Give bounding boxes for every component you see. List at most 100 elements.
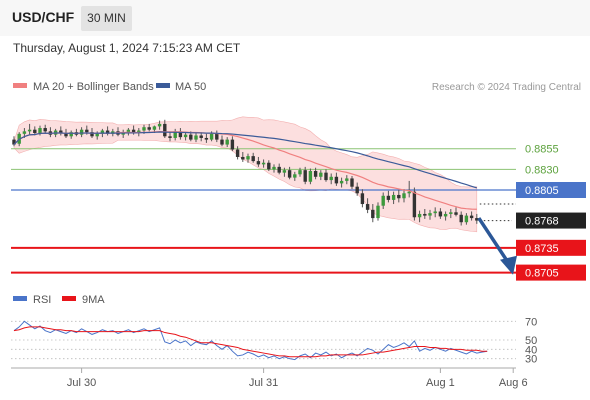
candle-body [454, 212, 458, 215]
forecast-arrow-head [500, 255, 517, 275]
candle-body [350, 178, 354, 187]
candle-body [298, 170, 302, 175]
candle-body [173, 131, 177, 138]
candle-body [142, 127, 146, 131]
candle-body [391, 194, 396, 200]
research-credit: Research © 2024 Trading Central [432, 82, 581, 93]
candle-body [459, 214, 463, 223]
rsi-level-30-label: 30 [525, 354, 537, 366]
candle-body [194, 135, 198, 140]
x-tick-jul-31-label: Jul 31 [249, 377, 278, 389]
ma50-line [13, 131, 477, 189]
rsi-level-50-label: 50 [525, 335, 537, 347]
level-0-8735-label-box [516, 239, 586, 256]
candle-body [69, 132, 73, 137]
candle-body [433, 211, 437, 214]
ma20-legend-swatch [13, 83, 27, 88]
candle-body [293, 174, 297, 178]
level-0-8735-label: 0.8735 [525, 243, 559, 255]
candle-body [417, 213, 422, 218]
candle-body [412, 191, 417, 218]
candle-body [376, 205, 380, 219]
candle-body [235, 149, 240, 157]
candle-body [251, 156, 255, 162]
candle-body [277, 166, 281, 173]
candle-body [355, 186, 359, 194]
candle-body [261, 162, 266, 165]
candle-body [313, 171, 318, 177]
candle-body [64, 133, 68, 137]
candle-body [381, 195, 385, 206]
rsi-level-40-label: 40 [525, 344, 537, 356]
candle-body [105, 130, 110, 134]
candle-body [59, 130, 63, 133]
candle-body [360, 193, 365, 205]
candle-body [402, 193, 406, 199]
level-0-8805-label: 0.8805 [525, 185, 559, 197]
candle-body [319, 172, 323, 177]
candle-body [38, 128, 42, 133]
candle-body [85, 129, 89, 133]
candle-body [449, 212, 453, 214]
symbol-title: USD/CHF [12, 9, 75, 25]
candle-body [152, 126, 157, 130]
candle-body [168, 136, 172, 138]
candle-body [163, 123, 167, 137]
bollinger-band [13, 116, 478, 233]
candle-body [220, 139, 224, 145]
ma50-legend-label: MA 50 [175, 81, 206, 93]
level-0-8855-label: 0.8855 [525, 144, 559, 156]
ma9-legend-label: 9MA [82, 294, 105, 306]
candle-body [329, 176, 333, 181]
rsi-level-70-label: 70 [525, 316, 537, 328]
candle-body [215, 133, 219, 140]
candle-body [100, 130, 105, 134]
timeframe-button[interactable]: 30 MIN [81, 6, 132, 31]
candle-body [230, 139, 235, 150]
rsi-line [13, 320, 488, 361]
level-0-8830-label: 0.8830 [525, 164, 559, 176]
candle-body [90, 132, 94, 137]
candle-body [345, 178, 349, 181]
candle-body [12, 139, 16, 145]
candle-body [126, 129, 131, 133]
level-0-8705-label-box [516, 264, 586, 281]
candle-body [423, 213, 427, 216]
rsi-legend-swatch [13, 296, 27, 301]
candle-body [157, 123, 162, 127]
candle-body [282, 170, 287, 173]
ma50-legend-swatch [156, 83, 170, 88]
candle-body [27, 129, 32, 132]
candle-body [246, 156, 250, 160]
candle-body [267, 162, 271, 170]
candle-body [339, 180, 344, 184]
candle-body [386, 195, 391, 200]
rsi-legend-label: RSI [33, 294, 51, 306]
candle-body [137, 130, 141, 133]
candle-body [183, 134, 188, 138]
ma20-legend-label: MA 20 + Bollinger Bands [33, 81, 154, 93]
candle-body [308, 171, 313, 182]
candle-body [407, 191, 411, 194]
candle-body [241, 156, 245, 160]
candle-body [428, 213, 432, 216]
x-tick-jul-30-label: Jul 30 [67, 377, 96, 389]
candle-body [371, 209, 375, 219]
candle-body [272, 166, 276, 170]
candle-body [438, 211, 443, 217]
candle-body [199, 135, 203, 138]
candle-body [79, 129, 84, 135]
candle-body [303, 170, 307, 182]
candle-body [225, 139, 229, 145]
ma9-legend-swatch [62, 296, 76, 301]
level-0-8768-label: 0.8768 [525, 216, 559, 228]
candle-body [464, 215, 469, 223]
candle-body [334, 176, 339, 184]
candle-body [189, 134, 193, 140]
timestamp: Thursday, August 1, 2024 7:15:23 AM CET [13, 41, 241, 55]
candle-body [209, 133, 214, 140]
candle-body [204, 137, 209, 140]
candle-body [475, 218, 479, 221]
candle-body [469, 215, 474, 219]
